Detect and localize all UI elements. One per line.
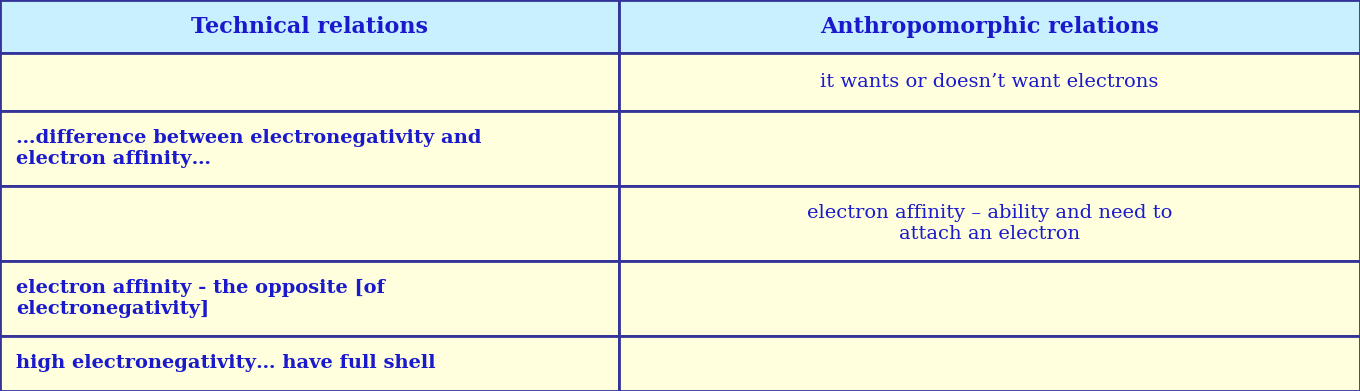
Bar	[619, 53, 1360, 111]
Bar	[0, 0, 619, 53]
Bar	[0, 336, 619, 391]
Bar	[619, 111, 1360, 186]
Bar	[619, 0, 1360, 53]
Bar	[0, 186, 619, 261]
Text: it wants or doesn’t want electrons: it wants or doesn’t want electrons	[820, 73, 1159, 91]
Text: high electronegativity… have full shell: high electronegativity… have full shell	[16, 354, 437, 372]
Bar	[619, 261, 1360, 336]
Text: …difference between electronegativity and
electron affinity…: …difference between electronegativity an…	[16, 129, 481, 167]
Bar	[0, 111, 619, 186]
Text: electron affinity - the opposite [of
electronegativity]: electron affinity - the opposite [of ele…	[16, 279, 385, 317]
Bar	[619, 336, 1360, 391]
Text: Anthropomorphic relations: Anthropomorphic relations	[820, 16, 1159, 38]
Bar	[0, 261, 619, 336]
Bar	[0, 53, 619, 111]
Bar	[619, 186, 1360, 261]
Text: electron affinity – ability and need to
attach an electron: electron affinity – ability and need to …	[806, 204, 1172, 242]
Text: Technical relations: Technical relations	[190, 16, 428, 38]
